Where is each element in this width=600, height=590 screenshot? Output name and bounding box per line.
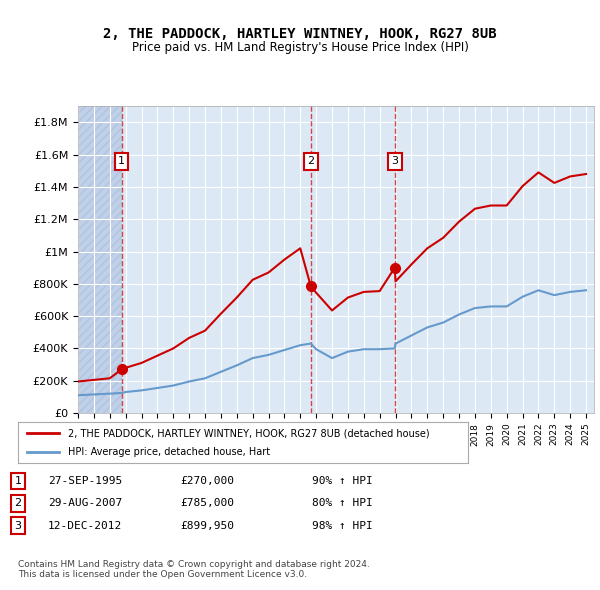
- Text: 1: 1: [14, 476, 22, 486]
- Text: HPI: Average price, detached house, Hart: HPI: Average price, detached house, Hart: [67, 447, 269, 457]
- Text: 2, THE PADDOCK, HARTLEY WINTNEY, HOOK, RG27 8UB: 2, THE PADDOCK, HARTLEY WINTNEY, HOOK, R…: [103, 27, 497, 41]
- Text: £785,000: £785,000: [180, 499, 234, 508]
- Text: 90% ↑ HPI: 90% ↑ HPI: [312, 476, 373, 486]
- Text: 1: 1: [118, 156, 125, 166]
- Text: 2: 2: [14, 499, 22, 508]
- Text: 2: 2: [307, 156, 314, 166]
- Text: 80% ↑ HPI: 80% ↑ HPI: [312, 499, 373, 508]
- Text: 2, THE PADDOCK, HARTLEY WINTNEY, HOOK, RG27 8UB (detached house): 2, THE PADDOCK, HARTLEY WINTNEY, HOOK, R…: [67, 428, 429, 438]
- Text: 12-DEC-2012: 12-DEC-2012: [48, 521, 122, 530]
- Text: £899,950: £899,950: [180, 521, 234, 530]
- Text: Price paid vs. HM Land Registry's House Price Index (HPI): Price paid vs. HM Land Registry's House …: [131, 41, 469, 54]
- Text: 27-SEP-1995: 27-SEP-1995: [48, 476, 122, 486]
- Text: £270,000: £270,000: [180, 476, 234, 486]
- Text: 3: 3: [391, 156, 398, 166]
- Text: 98% ↑ HPI: 98% ↑ HPI: [312, 521, 373, 530]
- Text: 3: 3: [14, 521, 22, 530]
- Bar: [78, 106, 122, 413]
- Text: Contains HM Land Registry data © Crown copyright and database right 2024.
This d: Contains HM Land Registry data © Crown c…: [18, 560, 370, 579]
- Text: 29-AUG-2007: 29-AUG-2007: [48, 499, 122, 508]
